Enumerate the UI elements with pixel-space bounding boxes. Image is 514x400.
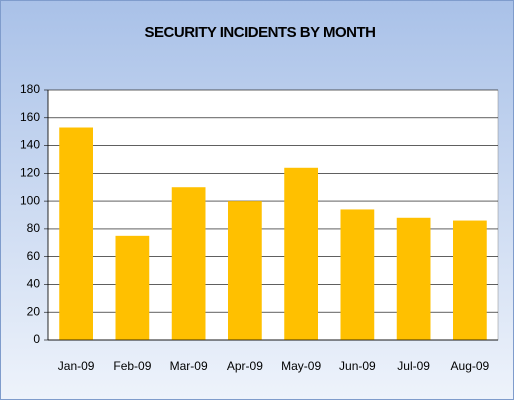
y-tick-label: 160 bbox=[20, 110, 40, 124]
y-tick-label: 20 bbox=[27, 304, 41, 318]
x-tick-label: Mar-09 bbox=[170, 359, 208, 373]
bar bbox=[453, 220, 487, 340]
x-tick-label: Feb-09 bbox=[113, 359, 151, 373]
y-tick-label: 0 bbox=[33, 332, 40, 346]
bar bbox=[171, 187, 206, 340]
y-tick-label: 100 bbox=[20, 193, 40, 207]
bar bbox=[396, 217, 431, 340]
x-tick-label: Aug-09 bbox=[451, 359, 490, 373]
x-tick-label: Jun-09 bbox=[339, 359, 376, 373]
bar bbox=[59, 127, 93, 340]
y-tick-label: 80 bbox=[27, 221, 41, 235]
y-tick-label: 120 bbox=[20, 166, 40, 180]
x-tick-label: Jul-09 bbox=[397, 359, 430, 373]
x-tick-label: Jan-09 bbox=[58, 359, 95, 373]
bar bbox=[228, 201, 262, 340]
bar bbox=[284, 167, 318, 340]
chart-title: SECURITY INCIDENTS BY MONTH bbox=[145, 24, 376, 41]
x-tick-label: Apr-09 bbox=[227, 359, 263, 373]
y-tick-label: 40 bbox=[27, 277, 41, 291]
y-tick-label: 60 bbox=[27, 249, 41, 263]
bar bbox=[340, 209, 375, 340]
x-tick-label: May-09 bbox=[281, 359, 321, 373]
y-tick-label: 140 bbox=[20, 138, 40, 152]
y-tick-label: 180 bbox=[20, 82, 40, 96]
bar bbox=[115, 235, 150, 340]
